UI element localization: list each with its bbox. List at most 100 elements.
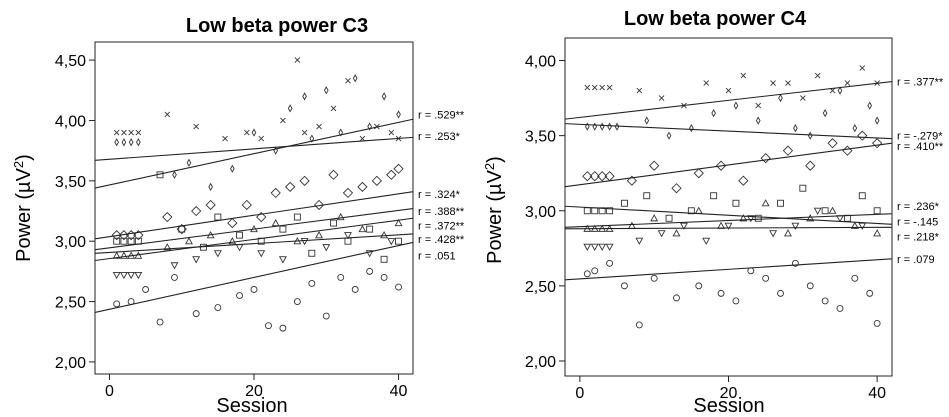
data-point [873,229,882,237]
data-point [626,175,638,186]
data-point [657,230,666,238]
data-point [866,289,874,297]
data-point [164,111,171,118]
data-point [806,282,814,290]
fit-lines-layer [564,81,893,281]
data-point [381,92,387,101]
data-point [783,229,792,237]
chart-title: Low beta power C4 [624,8,807,30]
data-point [322,244,331,252]
fit-lines-layer [94,118,414,313]
x-tick-label: 20 [245,383,263,400]
data-point [605,243,614,251]
y-tick-label: 4,50 [55,53,86,70]
data-point [258,135,265,142]
data-point [770,80,776,86]
y-tick-label: 3,00 [525,204,556,221]
data-point [279,225,287,233]
data-point [300,238,309,246]
data-point [672,229,681,237]
data-point [769,230,778,238]
fit-line [564,123,893,140]
data-point [357,181,368,193]
data-point [852,124,858,133]
data-point [814,72,821,79]
data-point [365,250,374,258]
data-point [762,274,770,282]
data-point [778,93,783,103]
data-point [156,318,164,326]
data-point [793,124,798,133]
data-point [235,244,244,252]
r-labels-layer: r = .529** r = .253* r = .324* r = .388** r … [418,109,465,262]
data-point [857,130,868,141]
data-point [358,224,367,233]
data-point [251,128,257,137]
fit-line [94,241,414,313]
data-point [710,192,718,200]
data-point [342,187,354,199]
data-point [791,259,799,267]
data-point [643,192,651,200]
data-point [128,129,134,136]
data-point [313,199,325,211]
data-point [396,110,401,119]
data-point [584,84,591,91]
data-point [658,95,665,101]
x-axis-label: Session [693,395,764,417]
data-point [309,134,315,143]
data-point [732,297,740,305]
data-point [821,207,829,215]
data-point [278,256,287,264]
data-point [858,222,867,230]
data-point [807,131,813,140]
data-point [127,271,136,280]
data-point [113,237,121,245]
data-point [589,171,600,182]
data-point [227,217,238,229]
data-point [315,231,324,239]
correlation-label: r = .377** [897,77,944,89]
data-point [635,321,643,329]
correlation-label: r = .388** [418,206,465,218]
fit-line [564,226,893,230]
x-tick-label: 0 [575,385,584,402]
data-point [301,129,308,136]
fit-line [94,118,414,189]
data-point [338,128,344,137]
y-tick-label: 4,00 [525,54,556,71]
data-point [271,218,280,227]
correlation-label: r = .079 [897,254,935,266]
fit-line [94,217,414,262]
data-point [193,123,200,130]
fit-line [94,191,414,240]
data-point [822,108,828,118]
data-point [791,222,800,230]
data-point [236,292,243,299]
data-point [241,199,252,211]
data-point [208,182,213,191]
chart-c4: Low beta power C4 2,002,503,003,504,000 2… [482,8,944,417]
data-point [213,250,222,258]
tick-layer: 2,00 2,50 3,00 3,50 4,00 0 20 40 [525,54,886,402]
data-point [121,129,127,136]
data-point [591,207,599,215]
data-point [583,243,592,251]
data-point [214,213,222,221]
fit-line [94,136,414,161]
data-point [842,145,853,156]
data-point [785,80,791,86]
chart-title: Low beta power C3 [186,15,368,37]
data-point [725,87,732,94]
data-point [874,116,880,125]
data-point [702,237,711,245]
data-point [230,164,235,173]
data-point [703,80,710,86]
data-point [308,280,316,287]
data-point [345,77,351,84]
data-point [621,199,628,207]
data-point [873,319,881,327]
data-point [257,250,266,258]
data-point [270,187,281,199]
data-point [343,232,352,240]
